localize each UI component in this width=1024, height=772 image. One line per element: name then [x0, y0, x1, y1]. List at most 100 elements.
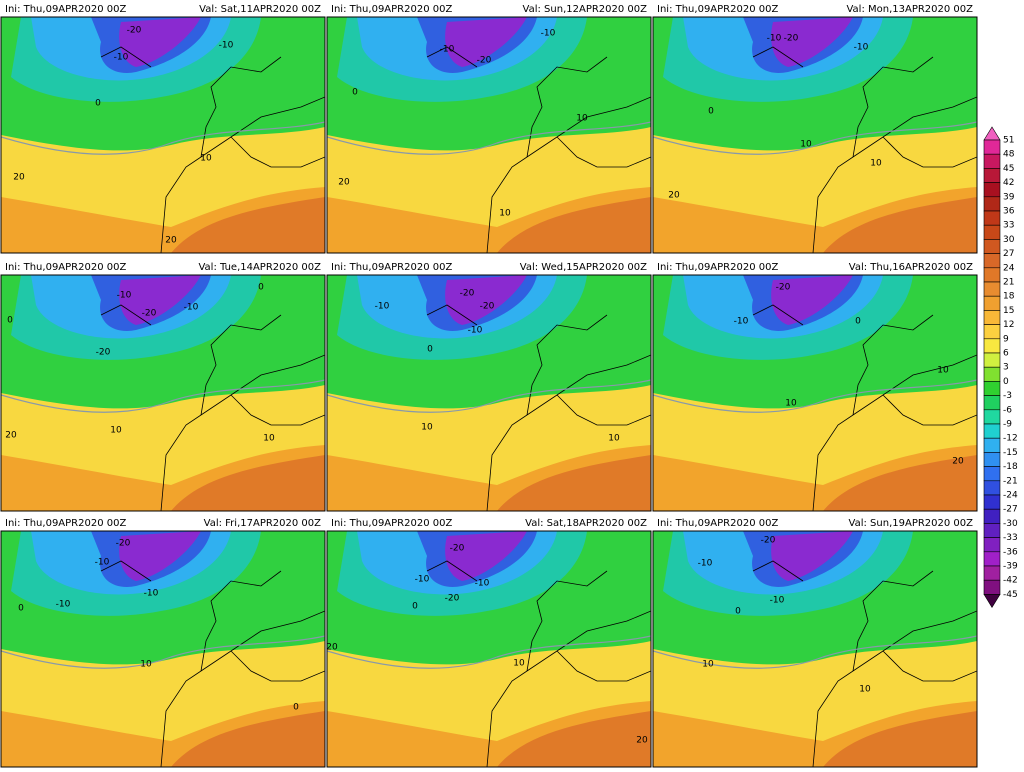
colorbar-bin [983, 210, 1001, 226]
contour-label: -20 [450, 544, 465, 554]
coastline [100, 46, 325, 253]
colorbar-label: 33 [1003, 221, 1014, 231]
coastline [752, 304, 977, 511]
colorbar-bin [983, 295, 1001, 311]
colorbar-bin [983, 466, 1001, 482]
contour-label: -10 [375, 302, 390, 312]
colorbar-label: 12 [1003, 320, 1014, 330]
contour-label: -10 [415, 575, 430, 585]
hot-zone [171, 197, 325, 253]
colorbar-label: -24 [1003, 491, 1018, 501]
contour-label: 10 [499, 209, 511, 219]
colorbar-label: 15 [1003, 306, 1014, 316]
contour-label: 20 [5, 431, 17, 441]
colorbar-label: -30 [1003, 519, 1018, 529]
hot-zone [171, 711, 325, 767]
contour-label: -20 [142, 309, 157, 319]
colorbar-bin [983, 281, 1001, 297]
yellow-zone [1, 631, 325, 741]
map-frame [652, 530, 978, 768]
colorbar-label: -12 [1003, 434, 1018, 444]
init-time: Ini: Thu,09APR2020 00Z [657, 4, 778, 15]
contour-label: -10 [184, 303, 199, 313]
colorbar-label: -39 [1003, 562, 1018, 572]
map-frame [652, 16, 978, 254]
map-panel: -10 -20 -20 -10 0 10 10 [327, 275, 651, 511]
map-frame [326, 16, 652, 254]
colorbar-bin [983, 494, 1001, 510]
coastline [752, 560, 977, 767]
colorbar-label: -15 [1003, 448, 1018, 458]
contour-label: 10 [937, 366, 949, 376]
colorbar-label: -18 [1003, 462, 1018, 472]
contour-label: -20 [784, 34, 799, 44]
yellow-zone [327, 375, 651, 485]
contour-label: 20 [668, 191, 680, 201]
valid-time: Val: Sun,12APR2020 00Z [523, 4, 648, 15]
contour-label: -10 [734, 317, 749, 327]
colorbar-bin [983, 182, 1001, 198]
colorbar-bin [983, 523, 1001, 538]
coastline [100, 304, 325, 511]
yellow-zone [653, 375, 977, 485]
colorbar-label: 36 [1003, 207, 1015, 217]
colorbar-bin [983, 537, 1001, 553]
colorbar-bin [983, 352, 1001, 368]
contour-label: -10 [117, 291, 132, 301]
contour-label: 10 [702, 660, 714, 670]
colorbar-bin [983, 139, 1001, 155]
contour-label: -10 [440, 45, 455, 55]
colorbar-bin [983, 196, 1001, 212]
colorbar-bin [983, 565, 1001, 581]
colorbar-label: 27 [1003, 249, 1014, 259]
yellow-zone [1, 375, 325, 485]
hot-zone [171, 455, 325, 511]
valid-time: Val: Sat,11APR2020 00Z [199, 4, 321, 15]
colorbar-bin [983, 409, 1001, 425]
hot-zone [497, 197, 651, 253]
colorbar-label: 9 [1003, 334, 1009, 344]
contour [1, 379, 325, 413]
contour-label: 0 [708, 107, 714, 117]
init-time: Ini: Thu,09APR2020 00Z [331, 4, 452, 15]
coastline [426, 560, 651, 767]
colorbar-label: 39 [1003, 192, 1015, 202]
colorbar-bin [983, 480, 1001, 496]
purple-zone [119, 275, 201, 325]
contour-label: 10 [870, 159, 882, 169]
contour-label: 0 [258, 283, 264, 293]
colorbar-top-arrow [983, 126, 1001, 141]
contour [653, 379, 977, 413]
contour-label: 0 [412, 602, 418, 612]
contour-label: 10 [513, 659, 525, 669]
colorbar-label: 0 [1003, 377, 1009, 387]
valid-time: Val: Fri,17APR2020 00Z [204, 518, 322, 529]
contour-label: 10 [859, 685, 871, 695]
contour-label: -10 [114, 53, 129, 63]
contour-label: 10 [800, 140, 812, 150]
contour-label: 0 [352, 88, 358, 98]
contour-label: -20 [480, 302, 495, 312]
colorbar-bin [983, 452, 1001, 467]
contour-label: 20 [952, 457, 964, 467]
colorbar-bin [983, 366, 1001, 382]
colorbar-label: -36 [1003, 547, 1018, 557]
colorbar-label: -9 [1003, 420, 1012, 430]
yellow-zone [327, 631, 651, 741]
valid-time: Val: Mon,13APR2020 00Z [846, 4, 973, 15]
contour-label: -20 [460, 289, 475, 299]
purple-zone [771, 275, 853, 325]
colorbar-bin [983, 253, 1001, 269]
contour-label: -10 [144, 589, 159, 599]
coastline [426, 304, 651, 511]
map-panel: -20 -10 -10 0 10 10 [653, 531, 977, 767]
colorbar-bin [983, 239, 1001, 254]
colorbar-bin [983, 338, 1001, 354]
colorbar-label: 3 [1003, 363, 1009, 373]
colorbar-label: -3 [1003, 391, 1012, 401]
colorbar-bin [983, 423, 1001, 439]
valid-time: Val: Tue,14APR2020 00Z [198, 262, 321, 273]
colorbar-bin [983, 153, 1001, 169]
colorbar-bin [983, 551, 1001, 567]
